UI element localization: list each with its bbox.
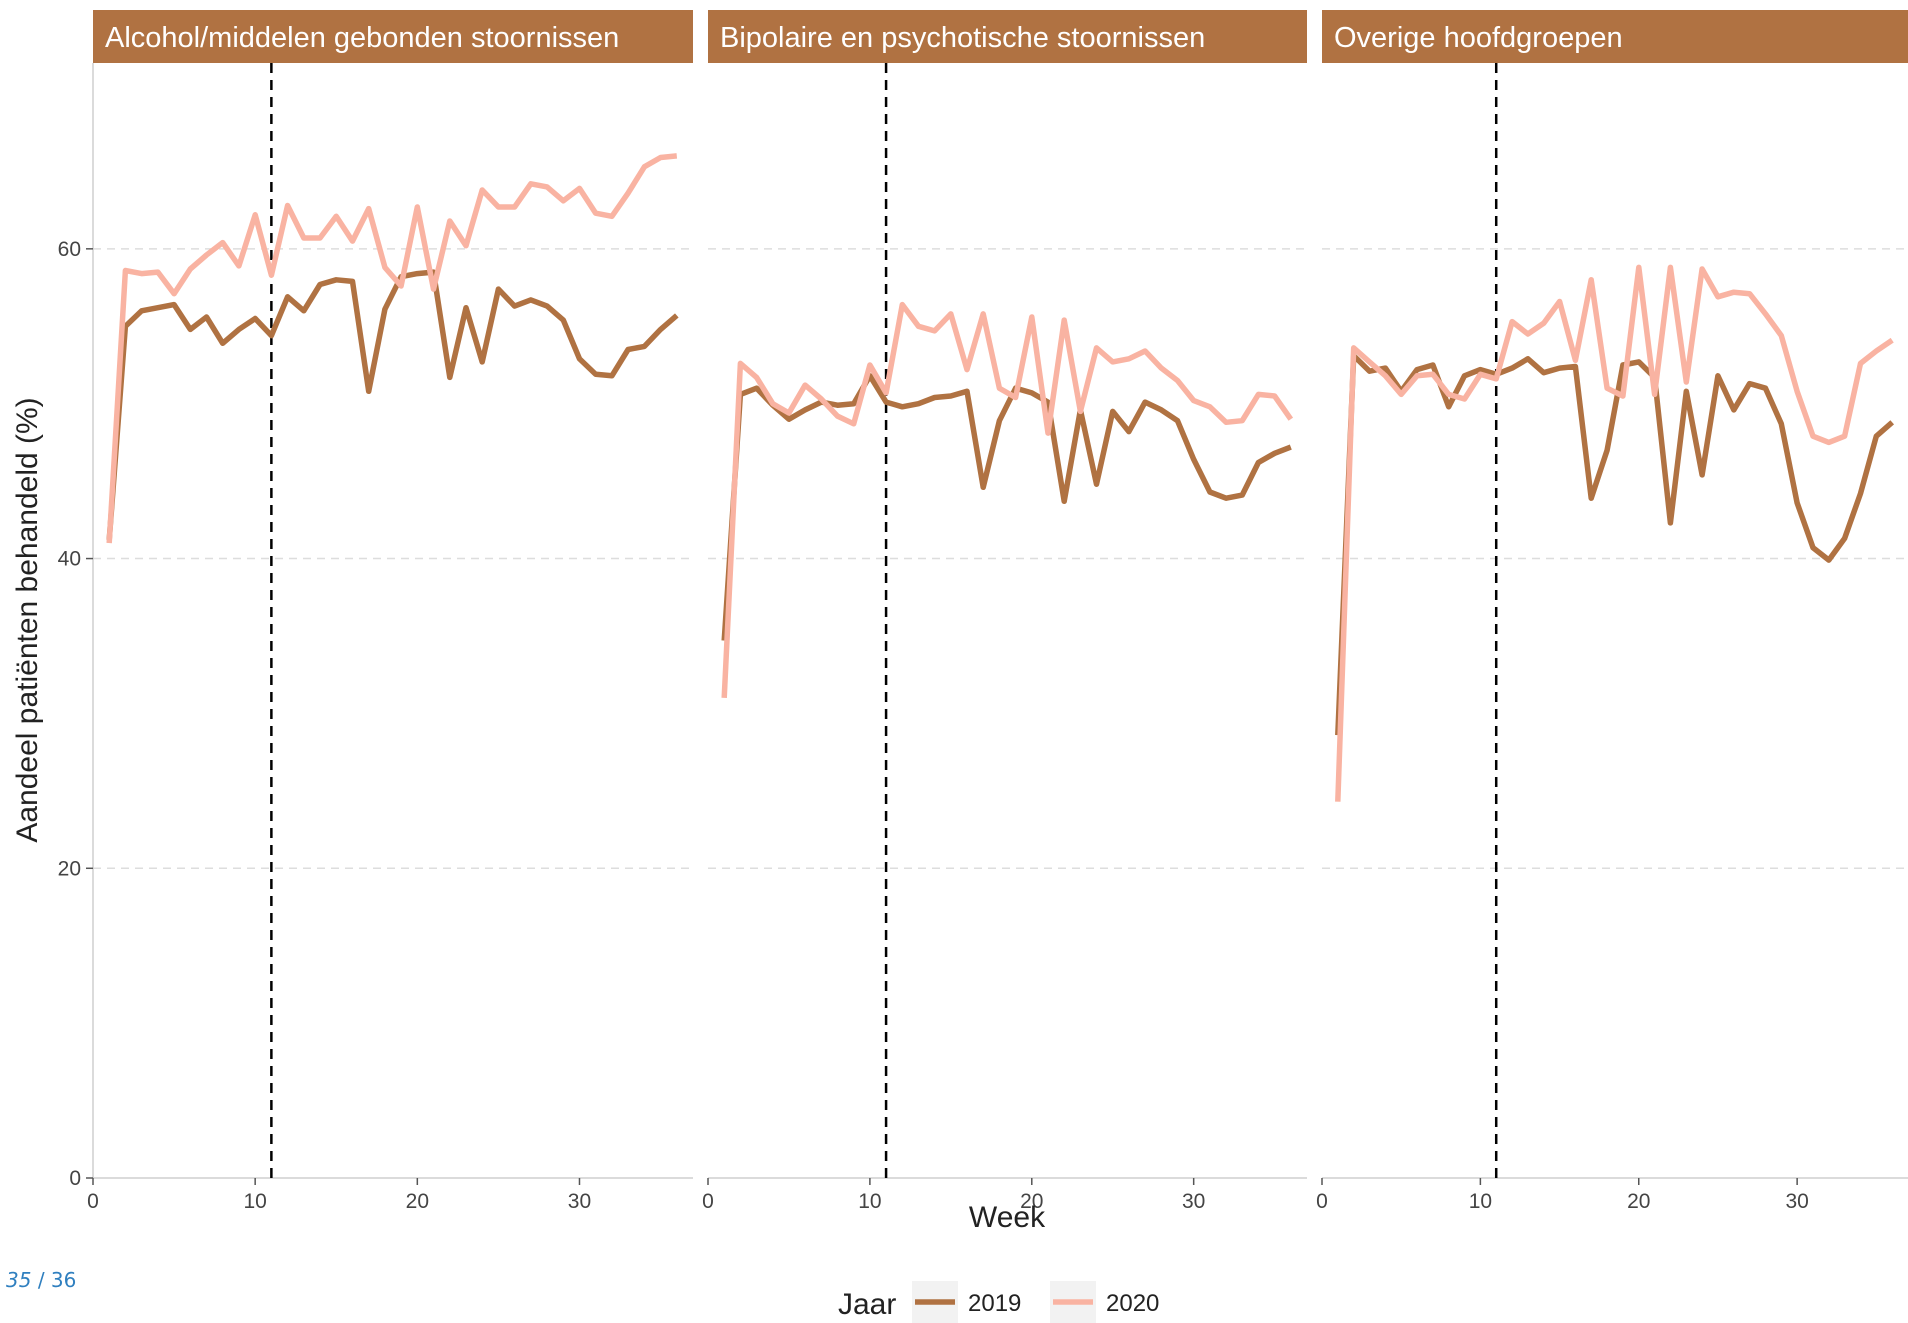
panel-2: Bipolaire en psychotische stoornissen 0 10… bbox=[702, 10, 1307, 1213]
x-tick-label: 20 bbox=[406, 1190, 429, 1213]
y-tick-label: 40 bbox=[58, 548, 81, 571]
panel-title: Bipolaire en psychotische stoornissen bbox=[720, 22, 1205, 54]
legend-label-2019: 2019 bbox=[968, 1290, 1021, 1317]
x-tick-label: 10 bbox=[1469, 1190, 1492, 1213]
y-axis-title: Aandeel patiënten behandeld (%) bbox=[11, 397, 44, 842]
series-line-2019 bbox=[106, 269, 679, 541]
page-separator: / bbox=[37, 1268, 45, 1292]
y-tick-label: 60 bbox=[58, 238, 81, 261]
y-tick-label: 20 bbox=[58, 857, 81, 880]
series-line-2020 bbox=[106, 153, 678, 544]
panel-title: Alcohol/middelen gebonden stoornissen bbox=[105, 22, 619, 54]
x-tick-label: 30 bbox=[1182, 1190, 1205, 1213]
x-tick-label: 0 bbox=[1316, 1190, 1328, 1213]
legend-title: Jaar bbox=[838, 1288, 896, 1321]
x-tick-label: 10 bbox=[858, 1190, 881, 1213]
panel-1: Alcohol/middelen gebonden stoornissen 0 10… bbox=[87, 10, 693, 1213]
page-counter: 35 / 36 bbox=[6, 1268, 76, 1292]
x-tick-label: 10 bbox=[243, 1190, 266, 1213]
series-line-2019 bbox=[1335, 352, 1895, 736]
series-line-2019 bbox=[721, 373, 1292, 641]
page-total: 36 bbox=[50, 1268, 77, 1292]
series-line-2020 bbox=[1335, 264, 1894, 802]
series-line-2020 bbox=[721, 301, 1294, 699]
panel-3: Overige hoofdgroepen 0 10 20 30 bbox=[1316, 10, 1908, 1213]
x-axis-title: Week bbox=[969, 1201, 1046, 1234]
legend-label-2020: 2020 bbox=[1106, 1290, 1159, 1317]
x-tick-label: 30 bbox=[568, 1190, 591, 1213]
y-tick-label: 0 bbox=[69, 1167, 81, 1190]
panel-strip bbox=[708, 10, 1307, 63]
legend: Jaar 2019 2020 bbox=[838, 1281, 1159, 1323]
x-tick-label: 20 bbox=[1627, 1190, 1650, 1213]
panel-strip bbox=[1322, 10, 1908, 63]
page-current: 35 bbox=[6, 1268, 32, 1292]
x-tick-label: 20 bbox=[1020, 1190, 1043, 1213]
x-tick-label: 30 bbox=[1785, 1190, 1808, 1213]
x-tick-label: 0 bbox=[87, 1190, 99, 1213]
x-tick-label: 0 bbox=[702, 1190, 714, 1213]
panel-title: Overige hoofdgroepen bbox=[1334, 22, 1623, 54]
panel-strip bbox=[93, 10, 693, 63]
